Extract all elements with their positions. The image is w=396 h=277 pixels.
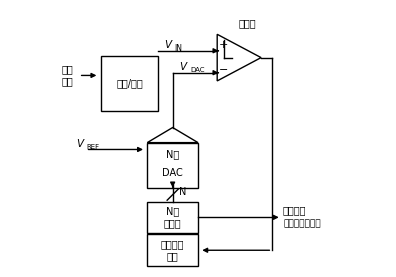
Text: 逐次通近
逻辑: 逐次通近 逻辑 bbox=[161, 239, 185, 261]
Bar bbox=[147, 202, 198, 233]
Text: IN: IN bbox=[175, 43, 183, 53]
Text: REF: REF bbox=[86, 144, 99, 150]
Text: −: − bbox=[219, 65, 228, 75]
Text: N位: N位 bbox=[166, 149, 179, 159]
Text: DAC: DAC bbox=[190, 67, 205, 73]
Text: $V$: $V$ bbox=[76, 137, 86, 149]
Text: N位
寄存器: N位 寄存器 bbox=[164, 207, 181, 228]
Text: +: + bbox=[219, 40, 228, 50]
Bar bbox=[147, 143, 198, 188]
Text: 数字输出: 数字输出 bbox=[283, 206, 307, 216]
Text: 模拟
输入: 模拟 输入 bbox=[62, 65, 74, 86]
Text: 比较器: 比较器 bbox=[238, 18, 256, 28]
Text: N: N bbox=[179, 187, 187, 197]
Bar bbox=[101, 56, 158, 111]
Text: （串行或并行）: （串行或并行） bbox=[283, 220, 321, 229]
Bar bbox=[147, 234, 198, 266]
Text: $V$: $V$ bbox=[179, 60, 189, 72]
Text: DAC: DAC bbox=[162, 168, 183, 178]
Text: $V$: $V$ bbox=[164, 38, 173, 50]
Text: 采样/保持: 采样/保持 bbox=[116, 79, 143, 89]
